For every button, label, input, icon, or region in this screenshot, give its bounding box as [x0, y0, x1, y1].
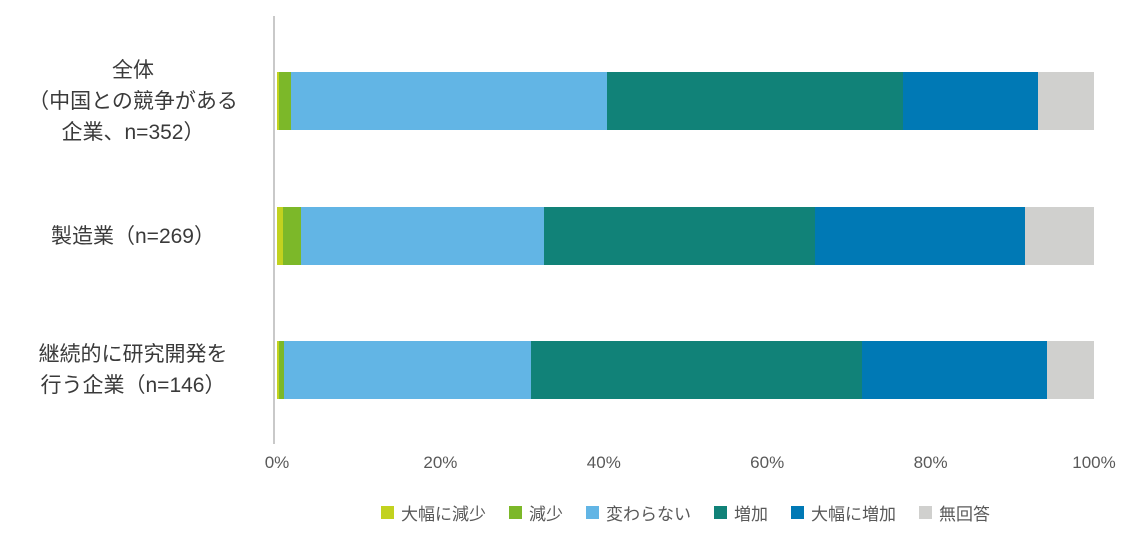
bar-segment-series-3 — [544, 207, 815, 265]
bar-segment-series-3 — [531, 341, 862, 399]
legend-swatch-sharp-increase — [791, 506, 804, 519]
legend-item-increase: 増加 — [714, 500, 768, 525]
legend-label: 減少 — [529, 505, 563, 524]
bar-row-manufacturing — [277, 207, 1094, 265]
bar-segment-series-0 — [277, 207, 283, 265]
bar-segment-series-5 — [1038, 72, 1094, 130]
legend-label: 大幅に減少 — [401, 505, 486, 524]
category-label-rd-companies: 継続的に研究開発を 行う企業（n=146） — [38, 343, 228, 397]
x-tick-80: 80% — [913, 453, 948, 472]
bar-segment-series-1 — [279, 72, 291, 130]
legend-swatch-no-answer — [919, 506, 932, 519]
legend-swatch-decrease — [509, 506, 522, 519]
bar-segment-series-2 — [300, 207, 545, 265]
bar-segment-series-2 — [290, 72, 608, 130]
bar-segment-series-0 — [277, 72, 280, 130]
legend-swatch-increase — [714, 506, 727, 519]
bar-segment-series-2 — [284, 341, 532, 399]
category-label-overall: 全体 （中国との競争がある 企業、n=352） — [28, 58, 238, 144]
category-label-manufacturing: 製造業（n=269） — [51, 224, 215, 248]
x-tick-40: 40% — [586, 453, 621, 472]
bar-segment-series-4 — [814, 207, 1025, 265]
x-tick-0: 0% — [264, 453, 290, 472]
bar-segment-series-3 — [607, 72, 903, 130]
legend-item-sharp-increase: 大幅に増加 — [791, 500, 896, 525]
plot-area — [277, 0, 1094, 460]
y-axis-line — [273, 16, 275, 444]
bar-segment-series-4 — [902, 72, 1039, 130]
bar-segment-series-0 — [277, 341, 280, 399]
legend-swatch-sharp-decrease — [381, 506, 394, 519]
legend-item-no-answer: 無回答 — [919, 500, 990, 525]
legend-swatch-unchanged — [586, 506, 599, 519]
x-tick-100: 100% — [1072, 453, 1116, 472]
legend: 大幅に減少 減少 変わらない 増加 大幅に増加 無回答 — [277, 500, 1094, 525]
bar-row-overall — [277, 72, 1094, 130]
bar-segment-series-5 — [1046, 341, 1094, 399]
legend-item-sharp-decrease: 大幅に減少 — [381, 500, 486, 525]
bar-row-rd-companies — [277, 341, 1094, 399]
legend-item-unchanged: 変わらない — [586, 500, 691, 525]
x-tick-60: 60% — [750, 453, 785, 472]
x-tick-20: 20% — [423, 453, 458, 472]
legend-label: 無回答 — [939, 505, 990, 524]
bar-segment-series-1 — [282, 207, 301, 265]
bar-segment-series-1 — [279, 341, 285, 399]
legend-label: 増加 — [734, 505, 768, 524]
legend-label: 大幅に増加 — [811, 505, 896, 524]
legend-item-decrease: 減少 — [509, 500, 563, 525]
bar-segment-series-4 — [861, 341, 1047, 399]
bar-segment-series-5 — [1024, 207, 1094, 265]
x-axis: 0% 20% 40% 60% 80% 100% — [265, 453, 1116, 475]
legend-label: 変わらない — [606, 505, 691, 524]
